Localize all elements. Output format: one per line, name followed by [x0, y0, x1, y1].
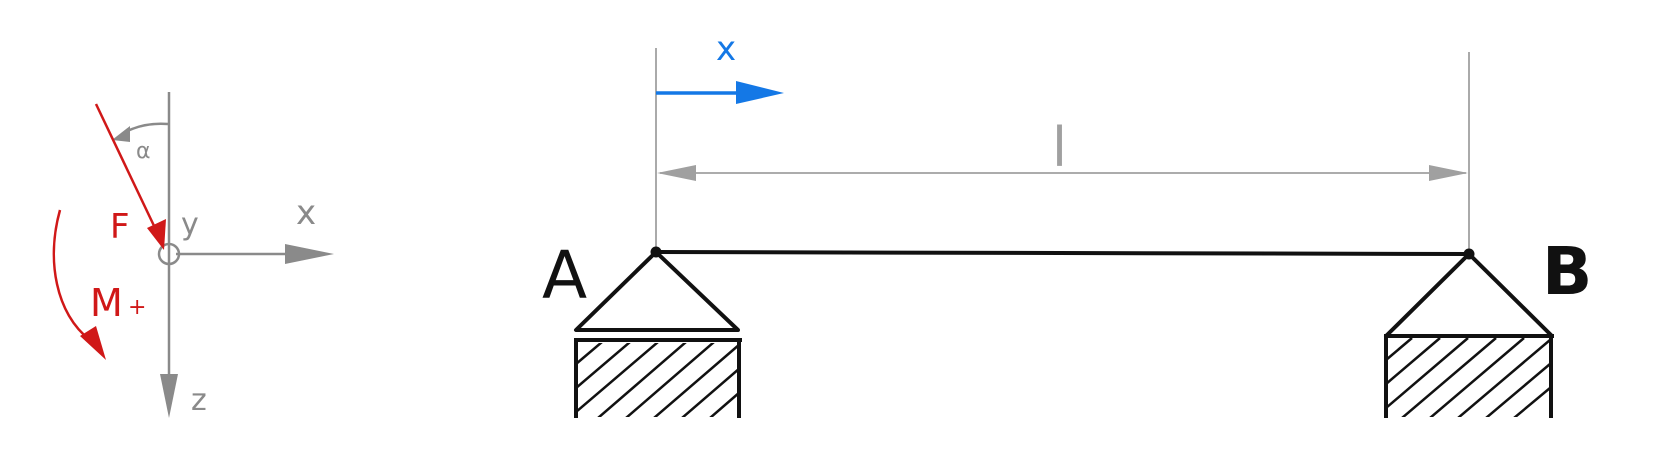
moment-arrowhead [80, 326, 106, 360]
moment-label: M [90, 281, 123, 325]
support-b-hatching [1388, 337, 1551, 417]
moment-arc [52, 209, 91, 341]
support-a-label: A [542, 237, 587, 314]
support-b: B [1384, 233, 1592, 418]
moment-sign-label: + [128, 295, 146, 320]
support-a: A [542, 237, 742, 418]
length-label: l [1052, 116, 1067, 179]
z-axis-label: z [191, 383, 207, 418]
angle-alpha-label: α [136, 139, 151, 164]
support-b-pin [1463, 248, 1475, 260]
y-axis-label: y [181, 207, 199, 242]
force-vector [94, 103, 158, 231]
force-label: F [110, 207, 130, 247]
support-a-pin [650, 246, 662, 258]
force-arrowhead [147, 219, 166, 250]
angle-alpha-arrowhead [112, 126, 130, 142]
beam [655, 250, 1470, 256]
support-b-triangle [1384, 252, 1554, 338]
dimension-arrow-left [657, 165, 696, 181]
x-axis-label: x [296, 193, 316, 233]
sign-convention: z x y α F M + [52, 92, 334, 418]
z-axis-arrowhead [160, 374, 178, 418]
simply-supported-beam: x l A [542, 29, 1592, 418]
dimension-arrow-right [1429, 165, 1468, 181]
x-axis-arrowhead [285, 244, 334, 264]
support-b-label: B [1542, 233, 1592, 310]
y-axis-origin-symbol [157, 242, 181, 266]
support-a-hatching [578, 343, 741, 417]
coordinate-x-arrowhead [736, 81, 784, 104]
coordinate-x-label: x [716, 29, 736, 69]
support-a-triangle [574, 250, 740, 332]
